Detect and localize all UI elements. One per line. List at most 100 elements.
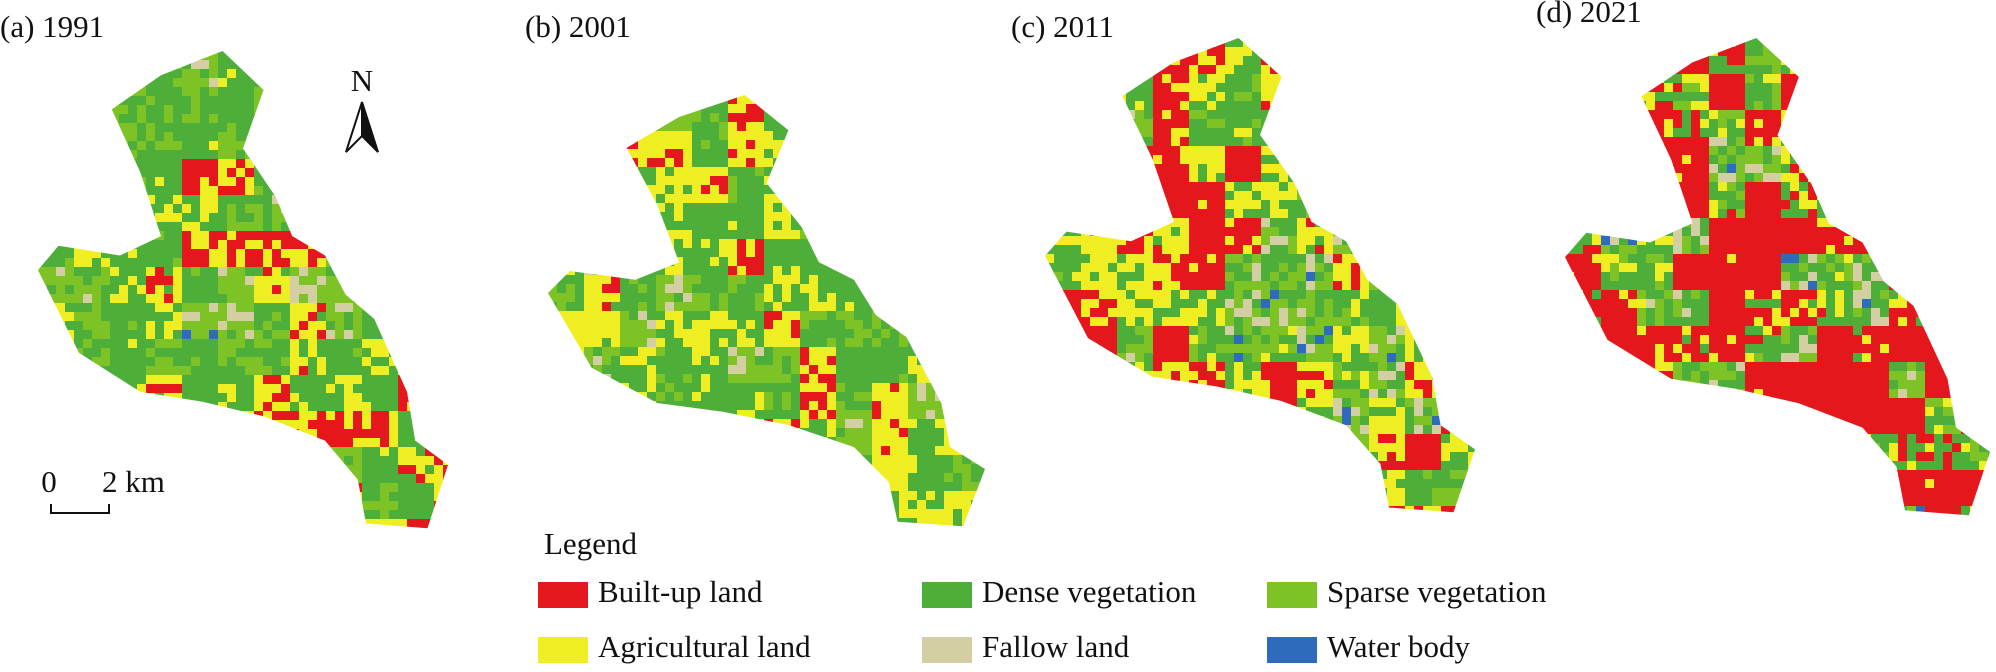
land-patch xyxy=(362,159,372,169)
land-patch xyxy=(254,114,264,124)
land-patch xyxy=(629,392,639,402)
land-patch xyxy=(110,366,120,376)
land-patch xyxy=(926,437,936,447)
land-patch xyxy=(800,428,810,438)
land-patch xyxy=(602,302,612,312)
land-patch xyxy=(800,491,810,501)
land-patch xyxy=(809,95,819,105)
land-patch xyxy=(200,420,210,430)
land-patch xyxy=(710,392,720,402)
land-patch xyxy=(164,213,174,223)
land-patch xyxy=(146,501,156,511)
land-patch xyxy=(83,204,93,214)
land-patch xyxy=(791,347,801,357)
land-patch xyxy=(701,455,711,465)
land-patch xyxy=(272,213,282,223)
land-patch xyxy=(308,465,318,475)
land-patch xyxy=(227,51,237,61)
land-patch xyxy=(692,401,702,411)
land-patch xyxy=(344,186,354,196)
land-patch xyxy=(962,302,972,312)
land-patch xyxy=(47,51,57,61)
land-patch xyxy=(935,284,945,294)
land-patch xyxy=(926,203,936,213)
land-patch xyxy=(818,176,828,186)
land-patch xyxy=(263,195,273,205)
land-patch xyxy=(791,158,801,168)
land-patch xyxy=(326,69,336,79)
land-patch xyxy=(200,366,210,376)
land-patch xyxy=(191,186,201,196)
land-patch xyxy=(809,275,819,285)
land-patch xyxy=(236,294,246,304)
land-patch xyxy=(728,482,738,492)
land-patch xyxy=(899,329,909,339)
land-patch xyxy=(1045,47,1055,57)
land-patch xyxy=(164,492,174,502)
land-patch xyxy=(629,194,639,204)
land-patch xyxy=(227,375,237,385)
land-patch xyxy=(917,455,927,465)
land-patch xyxy=(416,186,426,196)
land-patch xyxy=(926,104,936,114)
land-patch xyxy=(317,528,327,529)
land-patch xyxy=(83,60,93,70)
land-patch xyxy=(245,357,255,367)
land-patch xyxy=(872,365,882,375)
land-patch xyxy=(683,284,693,294)
land-patch xyxy=(119,366,129,376)
land-patch xyxy=(353,294,363,304)
land-patch xyxy=(971,464,981,474)
land-patch xyxy=(272,402,282,412)
land-patch xyxy=(701,437,711,447)
land-patch xyxy=(317,123,327,133)
land-patch xyxy=(566,176,576,186)
land-patch xyxy=(164,303,174,313)
land-patch xyxy=(254,213,264,223)
land-patch xyxy=(926,392,936,402)
land-patch xyxy=(434,78,444,88)
land-patch xyxy=(656,320,666,330)
land-patch xyxy=(299,132,309,142)
land-patch xyxy=(791,212,801,222)
land-patch xyxy=(638,455,648,465)
land-patch xyxy=(692,131,702,141)
land-patch xyxy=(434,492,444,502)
land-patch xyxy=(38,402,48,412)
land-patch xyxy=(674,176,684,186)
land-patch xyxy=(281,519,291,529)
land-patch xyxy=(548,491,558,501)
land-patch xyxy=(926,527,936,537)
land-patch xyxy=(164,123,174,133)
land-patch xyxy=(674,500,684,510)
land-patch xyxy=(593,158,603,168)
land-patch xyxy=(746,140,756,150)
land-patch xyxy=(110,384,120,394)
land-patch xyxy=(809,311,819,321)
land-patch xyxy=(209,258,219,268)
land-patch xyxy=(389,51,399,61)
land-patch xyxy=(155,87,165,97)
land-patch xyxy=(380,312,390,322)
land-patch xyxy=(101,249,111,259)
land-patch xyxy=(299,123,309,133)
land-patch xyxy=(557,185,567,195)
land-patch xyxy=(65,231,75,241)
land-patch xyxy=(602,257,612,267)
land-patch xyxy=(290,258,300,268)
land-patch xyxy=(908,527,918,537)
land-patch xyxy=(254,348,264,358)
land-patch xyxy=(728,302,738,312)
land-patch xyxy=(290,321,300,331)
land-patch xyxy=(836,464,846,474)
land-patch xyxy=(1162,38,1172,48)
land-patch xyxy=(872,401,882,411)
land-patch xyxy=(380,402,390,412)
land-patch xyxy=(935,473,945,483)
land-patch xyxy=(800,473,810,483)
land-patch xyxy=(908,392,918,402)
land-patch xyxy=(83,87,93,97)
land-patch xyxy=(926,410,936,420)
land-patch xyxy=(836,401,846,411)
land-patch xyxy=(164,537,174,547)
